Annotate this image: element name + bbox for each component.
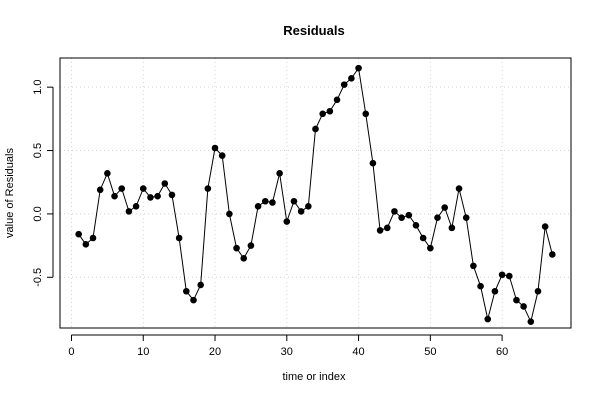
data-point-46	[398, 214, 405, 222]
data-point-34	[312, 125, 319, 133]
data-point-42	[369, 159, 377, 167]
data-point-41	[362, 110, 370, 118]
data-point-50	[427, 244, 434, 252]
data-point-16	[183, 287, 190, 295]
y-tick-label-1: 0.0	[32, 206, 44, 221]
x-tick-label-4: 40	[352, 346, 364, 358]
data-point-26	[254, 203, 262, 210]
data-point-13	[161, 180, 169, 187]
data-point-1	[75, 230, 82, 238]
data-point-18	[197, 281, 204, 289]
data-point-44	[383, 224, 391, 232]
data-point-5	[104, 170, 111, 177]
data-point-19	[204, 185, 212, 192]
data-point-51	[434, 214, 441, 222]
data-point-43	[376, 227, 384, 234]
data-point-6	[111, 192, 118, 200]
data-point-2	[82, 241, 90, 248]
data-point-29	[276, 170, 283, 177]
data-point-59	[491, 287, 499, 295]
data-point-30	[283, 218, 291, 225]
x-tick-label-1: 10	[137, 346, 149, 358]
y-axis: -0.5 0.0 0.5 1.0	[32, 80, 54, 287]
data-point-49	[419, 234, 427, 242]
data-point-21	[218, 152, 226, 159]
data-point-24	[240, 254, 248, 262]
x-tick-label-0: 0	[68, 346, 74, 358]
x-tick-label-3: 30	[281, 346, 293, 358]
data-point-60	[498, 271, 506, 279]
data-point-3	[89, 234, 97, 242]
data-point-47	[405, 211, 413, 219]
x-tick-label-5: 50	[424, 346, 436, 358]
grid	[60, 58, 571, 328]
data-point-22	[226, 210, 233, 218]
x-tick-label-2: 20	[209, 346, 221, 358]
data-point-63	[520, 303, 527, 310]
data-point-52	[441, 204, 448, 211]
data-point-36	[326, 107, 334, 115]
data-point-15	[175, 234, 183, 242]
y-tick-label-3: 1.0	[32, 80, 44, 95]
data-point-53	[448, 224, 456, 232]
data-point-57	[477, 282, 484, 290]
data-point-4	[96, 186, 104, 194]
data-point-9	[132, 203, 140, 210]
data-point-10	[139, 185, 147, 192]
data-point-54	[455, 185, 463, 192]
data-point-62	[513, 296, 520, 304]
x-axis-label: time or index	[283, 371, 346, 383]
data-point-39	[348, 74, 355, 82]
data-point-64	[527, 318, 535, 325]
data-point-55	[462, 214, 470, 222]
data-point-27	[261, 197, 269, 205]
data-point-25	[247, 242, 255, 249]
residuals-points	[75, 64, 556, 325]
data-point-28	[269, 199, 276, 206]
data-point-7	[118, 185, 126, 192]
data-point-38	[340, 81, 348, 88]
data-point-14	[168, 191, 176, 199]
y-tick-label-2: 0.5	[32, 143, 44, 158]
plot-frame	[59, 57, 572, 329]
data-point-8	[125, 208, 133, 215]
data-point-32	[297, 208, 305, 215]
chart-title: Residuals	[283, 23, 344, 38]
x-axis: 0 10 20 30 40 50 60	[68, 334, 508, 358]
data-point-12	[154, 192, 161, 200]
y-tick-label-0: -0.5	[32, 268, 44, 287]
data-point-58	[484, 315, 492, 323]
data-point-67	[549, 251, 556, 258]
data-point-31	[290, 197, 298, 205]
data-point-48	[412, 222, 420, 229]
data-point-65	[534, 287, 542, 295]
data-point-66	[541, 223, 549, 230]
y-axis-label: value of Residuals	[4, 148, 16, 238]
data-point-37	[333, 96, 341, 104]
data-point-35	[319, 110, 326, 118]
data-point-23	[233, 244, 240, 252]
data-point-40	[355, 64, 362, 72]
data-point-11	[147, 194, 154, 201]
data-point-61	[505, 272, 513, 280]
data-point-33	[305, 203, 312, 210]
data-point-56	[470, 262, 477, 270]
data-point-17	[190, 296, 197, 304]
data-point-20	[211, 144, 219, 152]
data-point-45	[391, 208, 398, 215]
x-tick-label-6: 60	[496, 346, 508, 358]
